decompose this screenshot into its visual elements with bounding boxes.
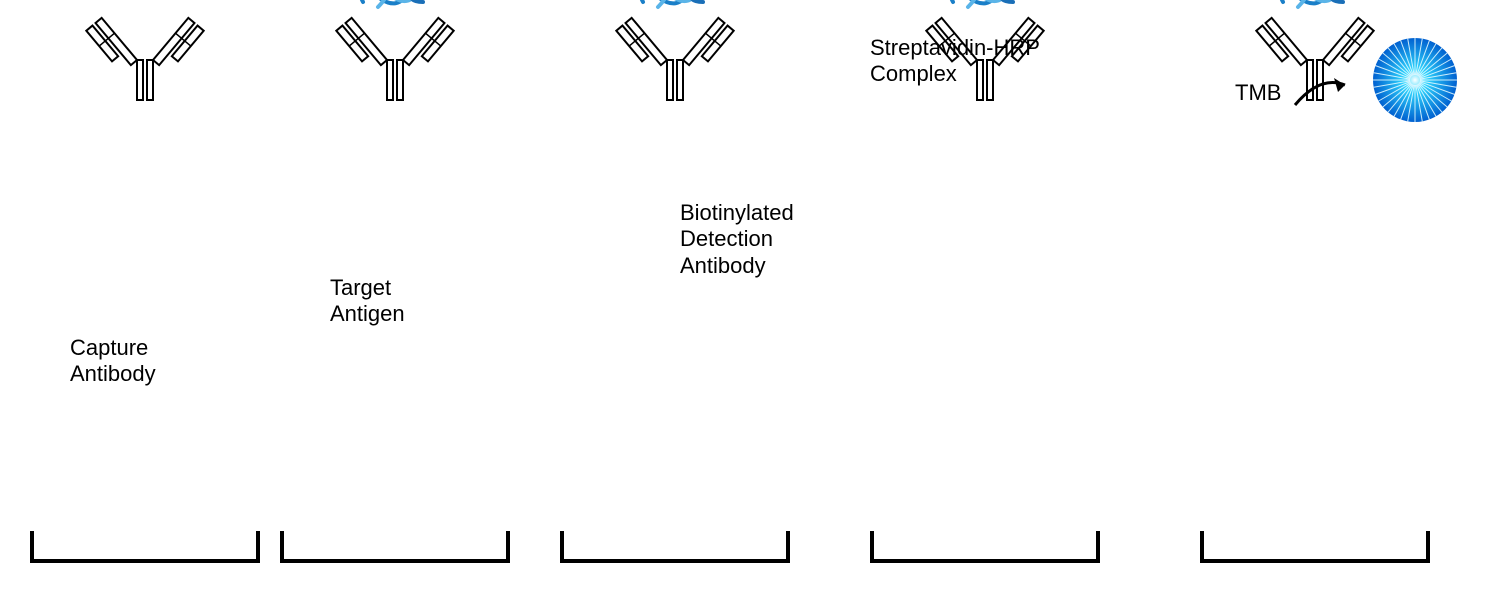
component-stack <box>325 110 465 560</box>
component-stack: B B A HRP <box>915 110 1055 560</box>
capture-antibody-icon <box>615 10 735 105</box>
component-stack: B <box>605 110 745 560</box>
component-stack: B B A HRP <box>1245 110 1385 560</box>
panel-label: Target Antigen <box>330 275 405 328</box>
tmb-arrow-icon <box>1290 70 1360 120</box>
capture-antibody-icon <box>85 10 205 105</box>
panel-3: B <box>560 30 790 570</box>
antigen-icon <box>348 0 443 17</box>
panel-label: TMB <box>1235 80 1281 106</box>
tmb-signal <box>1370 35 1460 130</box>
panel-label: Biotinylated Detection Antibody <box>680 200 794 279</box>
antigen-icon <box>628 0 723 17</box>
tmb-signal-icon <box>1370 35 1460 125</box>
panel-4: B B A HRP <box>870 30 1100 570</box>
capture-antibody-icon <box>335 10 455 105</box>
panel-1 <box>30 30 260 570</box>
panel-label: Streptavidin-HRP Complex <box>870 35 1040 88</box>
antigen-icon <box>938 0 1033 17</box>
antigen-icon <box>1268 0 1363 17</box>
panel-label: Capture Antibody <box>70 335 156 388</box>
tmb-arrow <box>1290 70 1360 125</box>
